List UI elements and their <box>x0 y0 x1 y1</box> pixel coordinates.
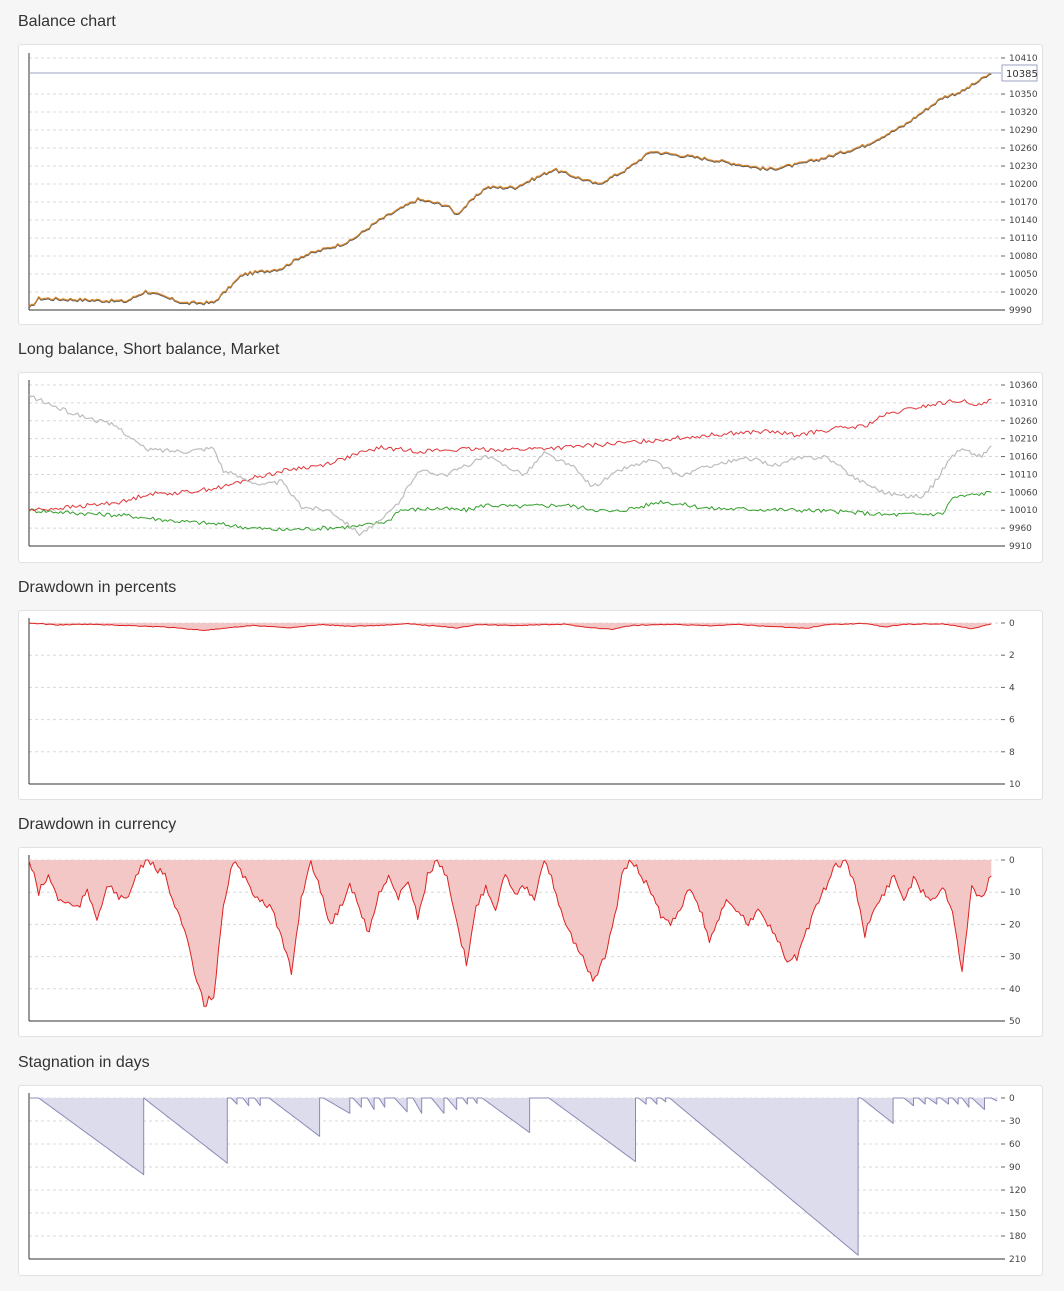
y-tick-label: 10 <box>1009 780 1021 790</box>
y-tick-label: 9910 <box>1009 542 1032 552</box>
long-balance-line <box>28 491 992 532</box>
drawdown-percent-title: Drawdown in percents <box>18 579 177 596</box>
y-tick-label: 150 <box>1009 1209 1026 1219</box>
y-tick-label: 10260 <box>1009 417 1038 427</box>
stagnation-days-panel: 0 30 60 90 120 150 180 210 <box>18 1085 1043 1276</box>
y-tick-label: 60 <box>1009 1140 1021 1150</box>
drawdown-currency-chart: 0 10 20 30 40 50 <box>28 855 1021 1027</box>
drawdown-currency-panel: 0 10 20 30 40 50 <box>18 847 1043 1037</box>
drawdown-currency-area <box>28 859 992 1007</box>
y-tick-label: 10110 <box>1009 470 1038 480</box>
y-tick-label: 9990 <box>1009 306 1032 316</box>
y-tick-label: 10050 <box>1009 270 1038 280</box>
stagnation-area-fill <box>29 1098 998 1256</box>
y-tick-label: 10 <box>1009 888 1021 898</box>
y-tick-label: 10290 <box>1009 126 1038 136</box>
y-tick-label: 10260 <box>1009 144 1038 154</box>
y-tick-label: 50 <box>1009 1017 1021 1027</box>
y-tick-label: 10080 <box>1009 252 1038 262</box>
y-tick-label: 20 <box>1009 920 1021 930</box>
long-short-market-panel: 9910 9960 10010 10060 10110 10160 10210 10260 10… <box>18 372 1043 563</box>
y-tick-label: 0 <box>1009 1094 1015 1104</box>
y-tick-label: 10230 <box>1009 162 1038 172</box>
y-tick-label: 10410 <box>1009 54 1038 64</box>
y-tick-label: 10350 <box>1009 90 1038 100</box>
y-tick-label: 10310 <box>1009 399 1038 409</box>
y-tick-label: 10140 <box>1009 216 1038 226</box>
short-balance-line <box>28 398 992 512</box>
balance-chart-panel: 9990 10020 10050 10080 10110 10140 10170 10200 1… <box>18 44 1043 325</box>
balance-chart-title: Balance chart <box>18 13 116 30</box>
stagnation-area <box>29 1097 998 1256</box>
y-tick-label: 120 <box>1009 1186 1026 1196</box>
current-value-label: 10385 <box>1006 69 1038 80</box>
y-tick-label: 8 <box>1009 748 1015 758</box>
y-tick-label: 10010 <box>1009 506 1038 516</box>
y-tick-label: 210 <box>1009 1255 1026 1265</box>
drawdown-percent-chart: 0 2 4 6 8 10 <box>28 618 1021 790</box>
drawdown-percent-area <box>28 622 992 631</box>
stagnation-days-title: Stagnation in days <box>18 1054 150 1071</box>
y-tick-label: 2 <box>1009 651 1015 661</box>
y-tick-label: 30 <box>1009 953 1021 963</box>
balance-line <box>28 72 992 308</box>
long-short-market-chart: 9910 9960 10010 10060 10110 10160 10210 10260 10… <box>28 380 1038 552</box>
y-tick-label: 180 <box>1009 1232 1026 1242</box>
y-tick-label: 10170 <box>1009 198 1038 208</box>
y-tick-label: 6 <box>1009 716 1015 726</box>
balance-shadow-line <box>28 73 992 309</box>
y-tick-label: 10320 <box>1009 108 1038 118</box>
balance-chart: 9990 10020 10050 10080 10110 10140 10170 10200 1… <box>28 53 1038 316</box>
y-tick-label: 40 <box>1009 985 1021 995</box>
y-tick-label: 10210 <box>1009 435 1038 445</box>
y-tick-label: 10360 <box>1009 381 1038 391</box>
y-tick-label: 10060 <box>1009 488 1038 498</box>
current-value-box <box>1001 64 1038 82</box>
y-tick-label: 10200 <box>1009 180 1038 190</box>
long-short-market-title: Long balance, Short balance, Market <box>18 341 280 358</box>
y-tick-label: 10160 <box>1009 453 1038 463</box>
y-tick-label: 30 <box>1009 1117 1021 1127</box>
drawdown-currency-title: Drawdown in currency <box>18 816 177 833</box>
y-tick-label: 0 <box>1009 856 1015 866</box>
y-tick-label: 90 <box>1009 1163 1021 1173</box>
drawdown-percent-panel: 0 2 4 6 8 10 <box>18 610 1043 800</box>
y-tick-label: 9960 <box>1009 524 1032 534</box>
drawdown-currency-area-fill <box>29 860 992 1007</box>
y-tick-label: 0 <box>1009 619 1015 629</box>
y-tick-label: 4 <box>1009 683 1015 693</box>
stagnation-days-chart: 0 30 60 90 120 150 180 210 <box>28 1093 1026 1265</box>
market-line <box>28 394 992 537</box>
y-tick-label: 10110 <box>1009 234 1038 244</box>
y-tick-label: 10020 <box>1009 288 1038 298</box>
